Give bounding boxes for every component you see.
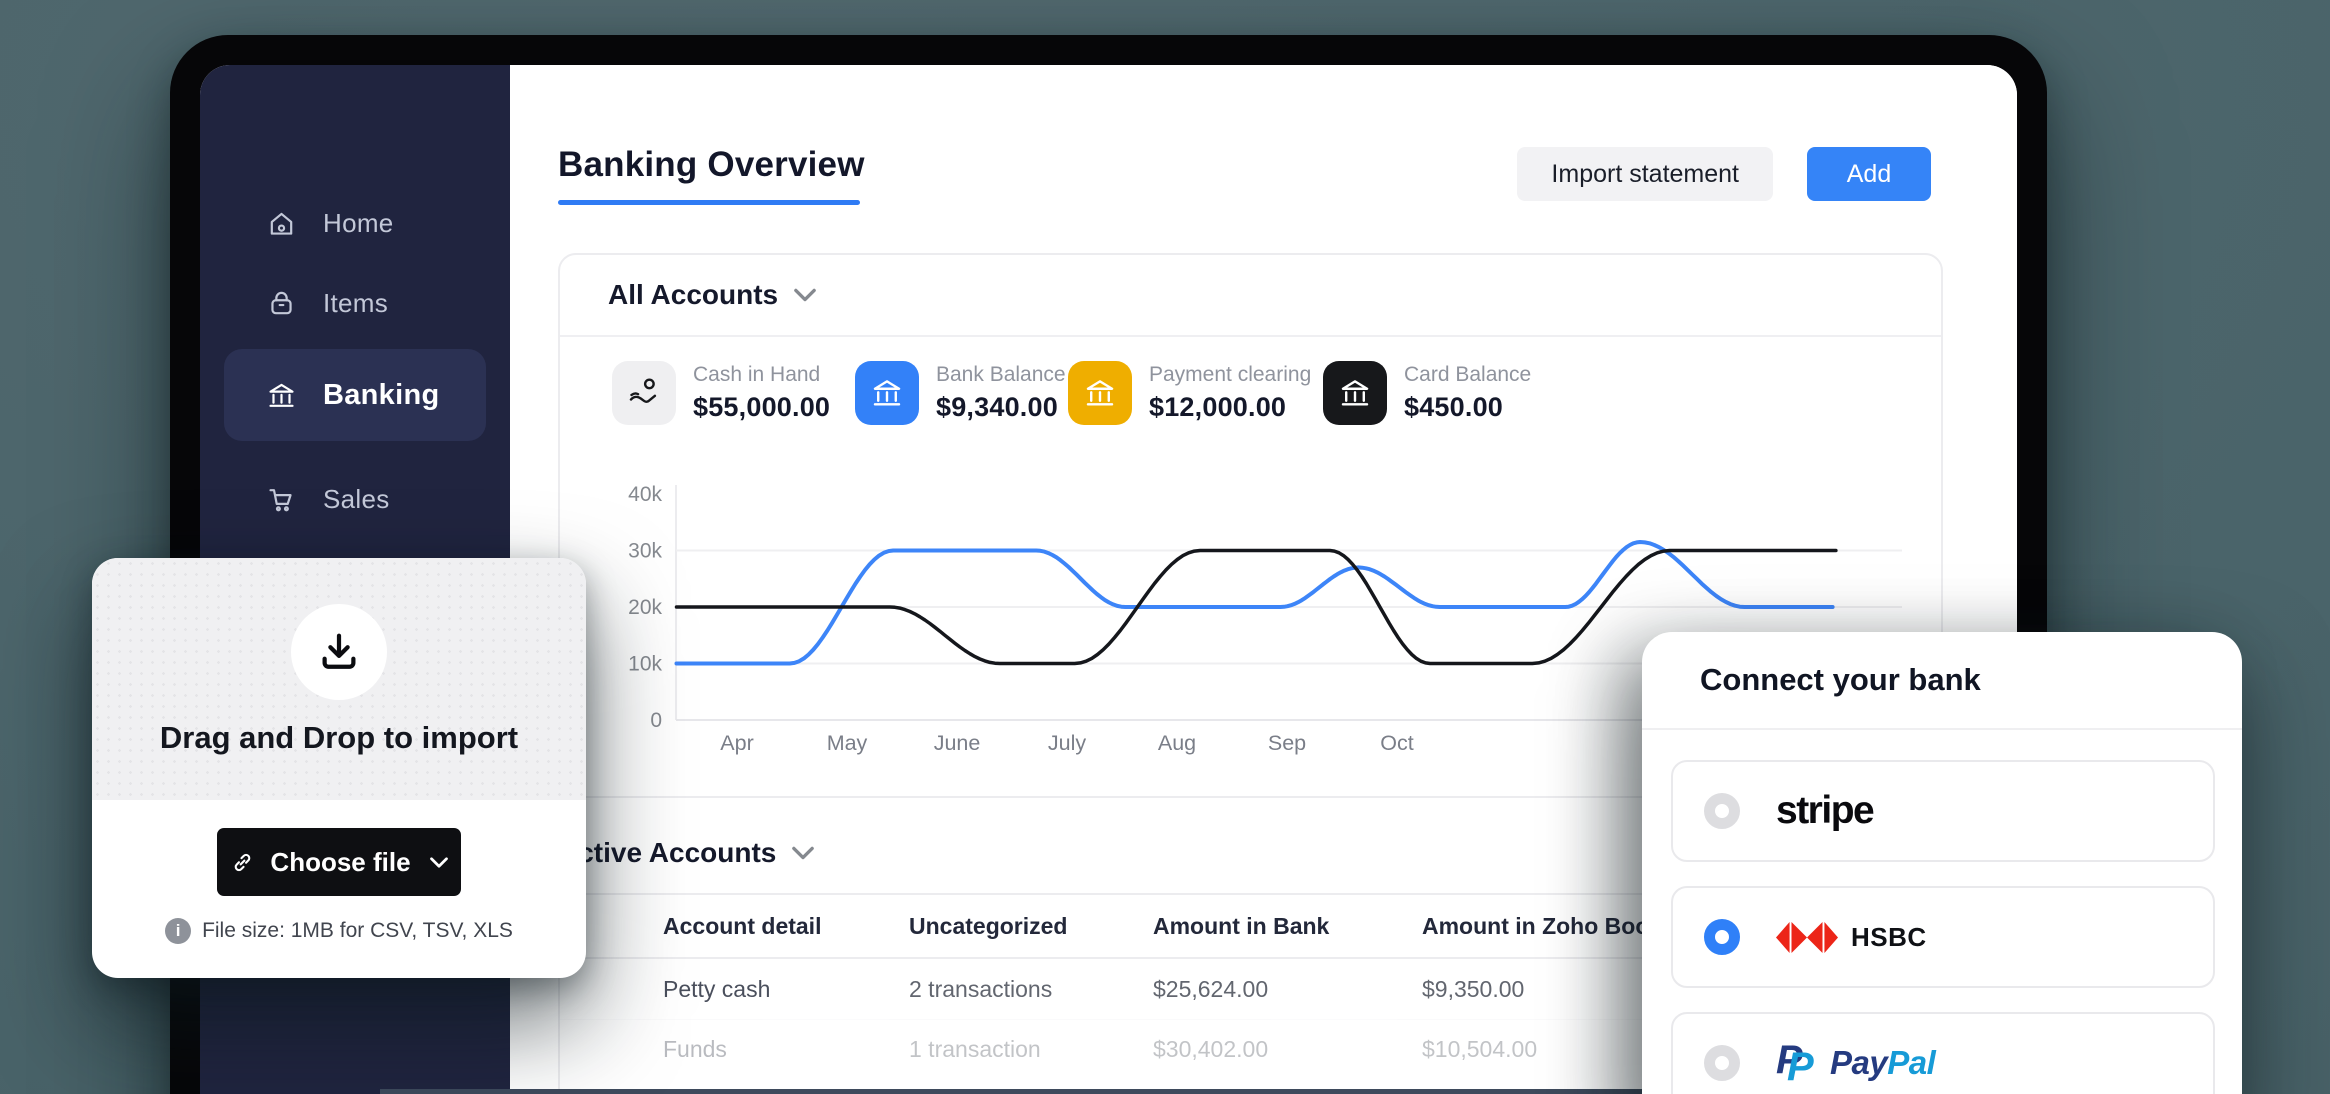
hand-coin-icon [612,361,676,425]
hsbc-wordmark: HSBC [1851,921,1927,952]
stat-label: Payment clearing [1149,362,1312,386]
cell-amount-bank: $30,402.00 [1153,1036,1269,1062]
stat-value: $55,000.00 [693,392,831,423]
bank-icon [1323,361,1387,425]
file-size-note: File size: 1MB for CSV, TSV, XLS [92,918,586,944]
cell-amount-zoho: $10,504.00 [1422,1036,1538,1062]
col-amount-in-bank: Amount in Bank [1153,912,1330,939]
sidebar-item-banking[interactable]: Banking [224,349,486,441]
stat-cash-in-hand: Cash in Hand $55,000.00 [612,361,855,425]
choose-file-button[interactable]: Choose file [217,828,461,896]
cell-amount-bank: $25,624.00 [1153,975,1269,1002]
col-account-detail: Account detail [663,912,822,939]
link-icon [235,853,251,871]
device-bottom-edge [380,1089,1988,1094]
table-row[interactable]: Petty cash 2 transactions $25,624.00 $9,… [560,959,1941,1019]
bank-icon [855,361,919,425]
connect-bank-card: Connect your bank stripe HSBC [1642,632,2242,1094]
toolbar: Import statement Add [1517,147,1931,201]
cell-account: Petty cash [663,975,771,1002]
stat-payment-clearing: Payment clearing $12,000.00 [1068,361,1323,425]
stat-value: $9,340.00 [936,392,1058,423]
stat-label: Cash in Hand [693,362,821,386]
sidebar-item-sales[interactable]: Sales [224,459,486,539]
bank-option-hsbc[interactable]: HSBC [1671,886,2215,988]
svg-text:30k: 30k [628,540,662,563]
col-uncategorized: Uncategorized [909,912,1068,939]
active-accounts-dropdown[interactable]: Active Accounts [558,837,815,869]
svg-text:40k: 40k [628,483,662,506]
stat-label: Card Balance [1404,362,1532,386]
radio-unselected-icon[interactable] [1704,793,1740,829]
drag-drop-zone[interactable]: Drag and Drop to import [92,558,586,800]
svg-text:Oct: Oct [1380,731,1413,755]
import-statement-button[interactable]: Import statement [1517,147,1773,201]
title-underline [558,200,860,205]
import-statement-card: Drag and Drop to import Choose file File… [92,558,586,978]
svg-text:June: June [934,731,981,755]
sidebar-item-items[interactable]: Items [224,263,486,343]
file-size-text: File size: 1MB for CSV, TSV, XLS [202,919,513,942]
choose-file-label: Choose file [270,846,411,877]
stat-card-balance: Card Balance $450.00 [1323,361,1531,425]
divider [1642,728,2242,730]
sidebar-item-label: Sales [323,483,390,514]
all-accounts-title: All Accounts [608,279,779,310]
cell-account: Funds [663,1036,727,1062]
add-button[interactable]: Add [1807,147,1931,201]
stat-value: $450.00 [1404,392,1503,423]
table-header: Account detail Uncategorized Amount in B… [560,895,1941,959]
page-title: Banking Overview [558,145,865,184]
table-row[interactable]: Funds 1 transaction $30,402.00 $10,504.0… [560,1019,1941,1079]
all-accounts-dropdown[interactable]: All Accounts [560,255,1941,335]
svg-text:Sep: Sep [1268,731,1306,755]
accounts-chart: 0 10k 20k 30k 40k Apr May June July Aug Sep Oct [628,483,1902,755]
download-icon [291,604,387,700]
svg-text:Apr: Apr [720,731,753,755]
cell-amount-zoho: $9,350.00 [1422,975,1525,1002]
svg-text:10k: 10k [628,653,662,676]
paypal-monogram-icon [1776,1040,1820,1086]
sidebar-item-label: Banking [323,378,440,411]
svg-text:Aug: Aug [1158,731,1196,755]
bag-icon [271,291,292,314]
svg-text:0: 0 [650,709,662,732]
info-icon [165,918,192,944]
radio-selected-icon[interactable] [1704,919,1740,955]
chevron-down-icon [792,846,815,860]
paypal-logo: PayPal [1776,1040,1936,1086]
cell-uncategorized: 1 transaction [909,1036,1041,1062]
stat-bank-balance: Bank Balance $9,340.00 [855,361,1068,425]
radio-unselected-icon[interactable] [1704,1045,1740,1081]
bank-icon [1068,361,1132,425]
chevron-down-icon [429,856,448,868]
drag-drop-title: Drag and Drop to import [159,720,519,755]
home-icon [270,212,293,235]
stat-label: Bank Balance [936,362,1066,386]
cart-icon [269,488,292,511]
chevron-down-icon [794,288,816,302]
account-stats: Cash in Hand $55,000.00 Bank [612,361,1531,425]
bank-option-paypal[interactable]: PayPal [1671,1012,2215,1094]
svg-text:20k: 20k [628,596,662,619]
sidebar-item-label: Items [323,287,389,318]
paypal-wordmark: PayPal [1830,1044,1936,1081]
stripe-logo: stripe [1776,789,1875,832]
svg-text:July: July [1048,731,1086,755]
active-accounts-title: Active Accounts [558,837,777,868]
hsbc-logo: HSBC [1776,921,1927,953]
bank-options: stripe HSBC PayPal [1642,730,2242,1094]
stat-value: $12,000.00 [1149,392,1287,423]
sidebar-item-home[interactable]: Home [224,183,486,263]
svg-text:May: May [827,731,868,755]
col-amount-in-zoho: Amount in Zoho Books [1422,912,1675,939]
divider [560,335,1941,337]
bank-option-stripe[interactable]: stripe [1671,760,2215,862]
connect-bank-title: Connect your bank [1700,662,1981,697]
sidebar-item-label: Home [323,207,394,238]
hsbc-mark-icon [1776,921,1838,953]
bank-icon [269,383,294,407]
cell-uncategorized: 2 transactions [909,975,1053,1002]
